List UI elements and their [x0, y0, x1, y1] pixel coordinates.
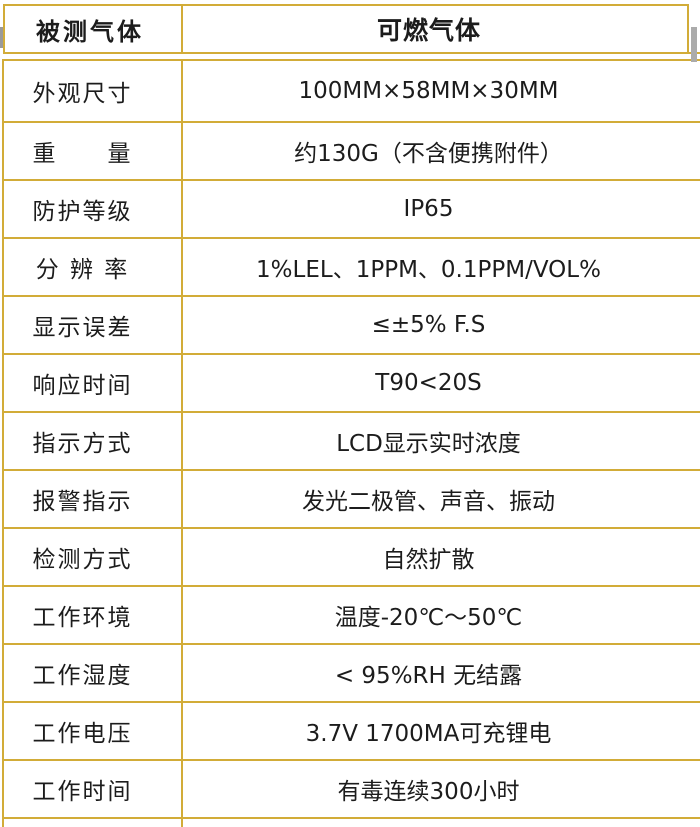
spec-value: 1%LEL、1PPM、0.1PPM/VOL% [256, 257, 601, 283]
spec-row: 工作电压 3.7V 1700MA可充锂电 [4, 703, 700, 761]
spec-label: 工作环境 [4, 587, 183, 643]
spec-value: 自然扩散 [382, 547, 475, 573]
spec-label: 报警指示 [4, 471, 183, 527]
spec-row: 显示误差 ≤±5% F.S [4, 297, 700, 355]
spec-label: 显示误差 [4, 297, 183, 353]
spec-value: LCD显示实时浓度 [336, 431, 521, 457]
spec-value: IP65 [403, 196, 454, 222]
spec-value: 发光二极管、声音、振动 [302, 489, 555, 515]
spec-value: 有毒连续300小时 [337, 779, 520, 805]
spec-row: 工作时间 有毒连续300小时 [4, 761, 700, 819]
edge-artifact-left [0, 27, 3, 48]
spec-label: 防护等级 [4, 181, 183, 237]
spec-value: ≤±5% F.S [371, 312, 486, 338]
spec-row: 响应时间 T90<20S [4, 355, 700, 413]
spec-row: 外观尺寸 100MM×58MM×30MM [4, 61, 700, 123]
header-value-cell: 可燃气体 [376, 16, 481, 45]
spec-value: 约130G（不含便携附件） [294, 141, 563, 167]
spec-label: 指示方式 [4, 413, 183, 469]
spec-label: 分 辨 率 [4, 239, 183, 295]
spec-value: 100MM×58MM×30MM [298, 78, 559, 104]
spec-row: 重 量 约130G（不含便携附件） [4, 123, 700, 181]
edge-artifact-right [691, 27, 697, 62]
spec-value [183, 819, 700, 827]
spec-label: 工作电压 [4, 703, 183, 759]
spec-row: 报警指示 发光二极管、声音、振动 [4, 471, 700, 529]
spec-value: < 95%RH 无结露 [334, 663, 523, 689]
header-label-cell: 被测气体 [5, 6, 183, 52]
spec-table-body: 外观尺寸 100MM×58MM×30MM 重 量 约130G（不含便携附件） 防护等级 I… [2, 59, 700, 827]
spec-row-partial [4, 819, 700, 827]
spec-row: 防护等级 IP65 [4, 181, 700, 239]
spec-table-header: 被测气体 可燃气体 [3, 4, 689, 54]
spec-value: 3.7V 1700MA可充锂电 [305, 721, 552, 747]
spec-label [4, 819, 183, 827]
spec-value: T90<20S [375, 370, 482, 396]
spec-row: 工作湿度 < 95%RH 无结露 [4, 645, 700, 703]
spec-label: 外观尺寸 [4, 61, 183, 121]
spec-label: 重 量 [4, 123, 183, 179]
spec-value: 温度-20℃～50℃ [334, 605, 523, 631]
spec-row: 分 辨 率 1%LEL、1PPM、0.1PPM/VOL% [4, 239, 700, 297]
spec-label: 工作湿度 [4, 645, 183, 701]
spec-row: 工作环境 温度-20℃～50℃ [4, 587, 700, 645]
spec-row: 指示方式 LCD显示实时浓度 [4, 413, 700, 471]
spec-label: 工作时间 [4, 761, 183, 817]
spec-label: 检测方式 [4, 529, 183, 585]
spec-label: 响应时间 [4, 355, 183, 411]
spec-row: 检测方式 自然扩散 [4, 529, 700, 587]
